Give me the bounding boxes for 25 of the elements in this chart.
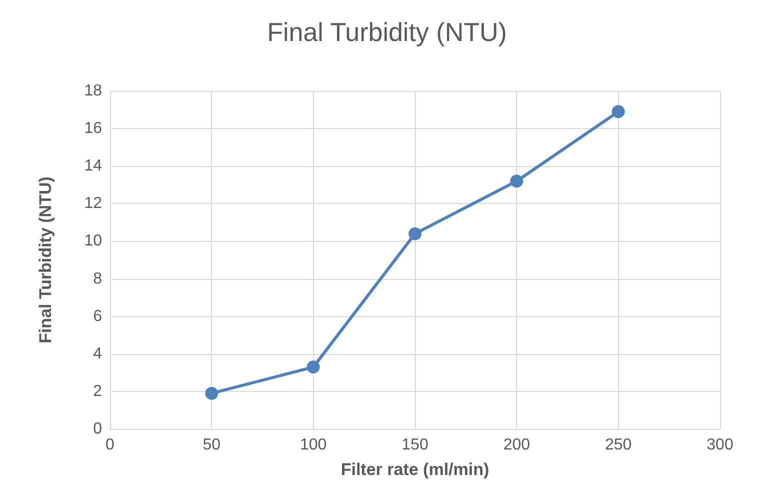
y-tick-label: 18 [84, 82, 102, 100]
x-tick-label: 300 [706, 436, 734, 454]
x-tick-label: 150 [402, 436, 428, 454]
x-axis-title: Filter rate (ml/min) [340, 460, 490, 479]
point [612, 105, 625, 118]
y-tick-label: 10 [84, 232, 102, 250]
x-tick-label: 200 [503, 436, 530, 454]
y-tick-label: 16 [84, 120, 102, 138]
x-tick-label: 50 [202, 436, 221, 454]
x-tick-label: 250 [604, 436, 632, 454]
y-tick-label: 8 [93, 270, 102, 288]
point [205, 386, 218, 400]
point [510, 174, 524, 188]
y-axis-title: Final Turbidity (NTU) [36, 176, 55, 344]
x-tick-label: 0 [106, 436, 115, 454]
point [306, 360, 320, 374]
y-tick-label: 6 [93, 308, 102, 325]
y-tick-label: 0 [93, 420, 102, 438]
point [408, 227, 422, 240]
y-tick-label: 2 [93, 382, 102, 400]
y-tick-label: 14 [84, 158, 102, 175]
x-tick-label: 100 [300, 436, 327, 454]
chart-title: Final Turbidity (NTU) [267, 17, 507, 47]
y-tick-label: 4 [93, 345, 102, 362]
y-tick-label: 12 [84, 195, 102, 212]
